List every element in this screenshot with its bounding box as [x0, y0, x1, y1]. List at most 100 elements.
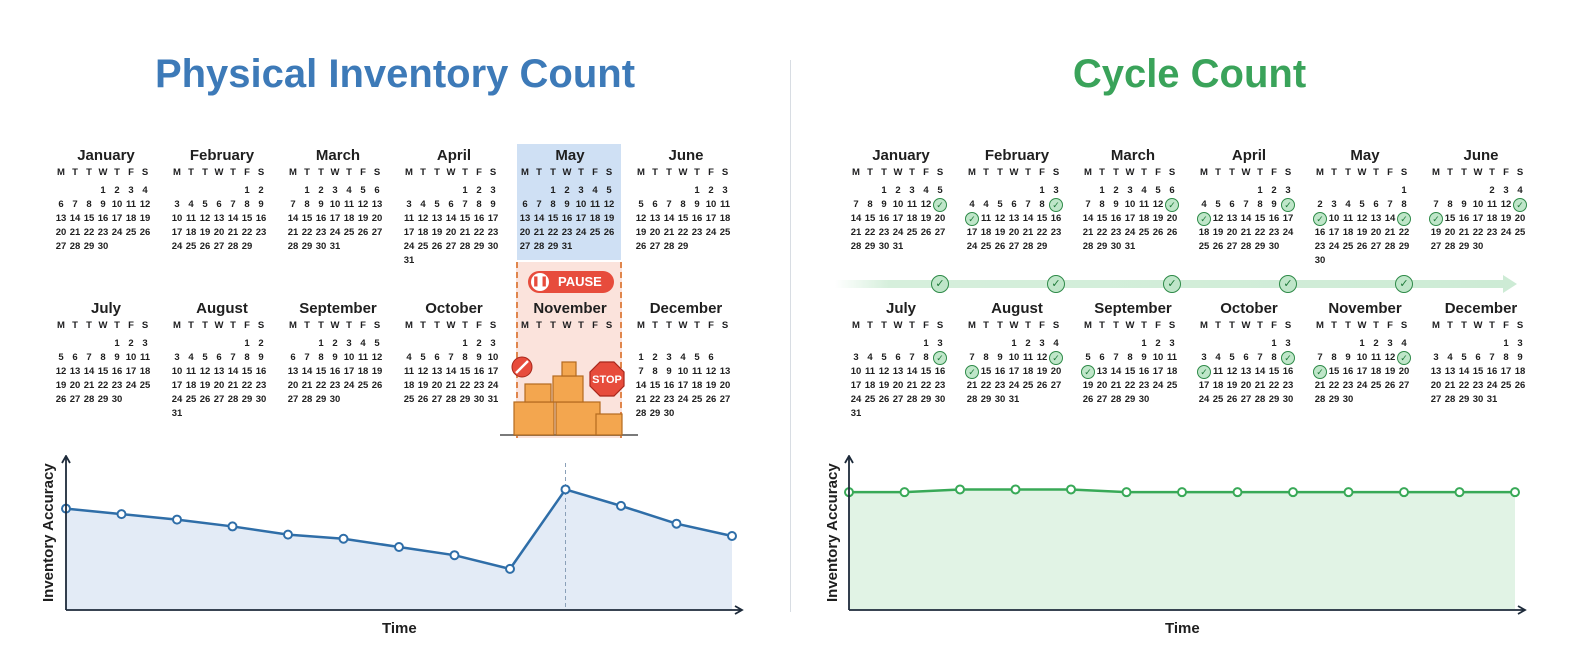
day-cell: 10 [1008, 352, 1020, 363]
day-cell: 11 [139, 352, 151, 363]
weekday-label: S [141, 167, 149, 178]
day-cell: 12 [357, 199, 369, 210]
weekday-label: W [1009, 320, 1019, 331]
day-cell: 7 [1025, 199, 1031, 210]
day-cell [286, 184, 300, 198]
day-cell: 28 [301, 394, 313, 405]
day-cell [1397, 254, 1411, 268]
day-cell: 22 [1472, 227, 1484, 238]
day-cell: 24 [1008, 380, 1020, 391]
day-cell: 13 [892, 366, 904, 377]
day-cell: 30 [315, 241, 327, 252]
day-cell: 10 [111, 199, 123, 210]
day-cell: 27 [1370, 241, 1382, 252]
day-cell: 4 [1517, 185, 1523, 196]
day-cell: 21 [445, 380, 457, 391]
day-cell: 22 [1096, 227, 1108, 238]
count-check-icon: ✓ [1313, 365, 1327, 379]
weekday-label: T [1257, 320, 1263, 331]
day-cell: 30 [663, 408, 675, 419]
week-row: 13 14 15 16 17 18 19 [286, 365, 390, 379]
weekday-label: W [214, 167, 224, 178]
day-cell [574, 240, 588, 254]
day-cell: 12 [417, 366, 429, 377]
cycle-month-january: JanuaryMTTWTFS12345789101112✓14151617181… [849, 146, 953, 254]
day-cell: 8 [304, 199, 310, 210]
day-cell [1239, 337, 1253, 351]
day-cell: 4 [142, 185, 148, 196]
day-cell: 7 [1257, 352, 1263, 363]
day-cell [402, 337, 416, 351]
day-cell: 25 [1342, 241, 1354, 252]
day-cell: 25 [864, 394, 876, 405]
day-cell: 9 [1517, 352, 1523, 363]
day-cell: 22 [1458, 380, 1470, 391]
day-cell [1443, 337, 1457, 351]
weekday-label: W [98, 167, 108, 178]
day-cell [560, 337, 574, 351]
day-cell: 4 [1201, 199, 1207, 210]
day-cell: 9 [490, 199, 496, 210]
day-cell: 20 [719, 380, 731, 391]
count-check-icon: ✓ [1197, 365, 1211, 379]
day-cell: 10 [1124, 199, 1136, 210]
day-cell [82, 337, 96, 351]
day-cell [416, 184, 430, 198]
day-cell: 13 [55, 213, 67, 224]
day-cell: 20 [213, 380, 225, 391]
week-row: 19 20 21 22 23 24 25 [1081, 379, 1185, 393]
day-cell: 4 [406, 352, 412, 363]
physical-accuracy-chart [61, 455, 744, 615]
day-cell [1253, 337, 1267, 351]
weekday-label: W [1357, 167, 1367, 178]
day-cell: 1 [1359, 338, 1365, 349]
day-cell [532, 184, 546, 198]
weekday-label: W [893, 320, 903, 331]
week-row: 11 12 13 14 15 16 17 [402, 212, 506, 226]
weekday-label: T [1099, 167, 1105, 178]
day-cell: 24 [171, 394, 183, 405]
week-row: 11 12 13 14 15 16 17 [402, 365, 506, 379]
day-cell: 30 [878, 241, 890, 252]
day-cell: 12 [1212, 213, 1224, 224]
day-cell: 3 [1331, 199, 1337, 210]
weekday-label: W [214, 320, 224, 331]
weekday-label: T [536, 167, 542, 178]
day-cell: 17 [1328, 227, 1340, 238]
weekday-label: T [867, 167, 873, 178]
day-cell: 3 [332, 185, 338, 196]
day-cell: 23 [1110, 227, 1122, 238]
day-cell: 19 [417, 380, 429, 391]
day-cell: 6 [58, 199, 64, 210]
day-cell: 11 [343, 199, 355, 210]
month-name: November [1328, 300, 1402, 317]
day-cell: 14 [1384, 213, 1396, 224]
week-row: 20 21 22 23 24 25 26 [286, 379, 390, 393]
day-cell: 16 [111, 366, 123, 377]
day-cell: 22 [649, 394, 661, 405]
week-row: 24 25 26 27 28 29 30 [1197, 393, 1301, 407]
day-cell: 8 [550, 199, 556, 210]
day-cell: 15 [459, 213, 471, 224]
day-cell: 23 [315, 227, 327, 238]
day-cell: 2 [128, 338, 134, 349]
day-cell [662, 184, 676, 198]
day-cell: 5 [997, 199, 1003, 210]
day-cell: 28 [227, 394, 239, 405]
day-cell: 7 [304, 352, 310, 363]
day-cell: 15 [83, 213, 95, 224]
day-cell: 9 [258, 199, 264, 210]
cycle-month-october: OctoberMTTWTFS13345678✓✓1112131415161718… [1197, 299, 1301, 407]
day-cell: 18 [1342, 227, 1354, 238]
day-cell: 26 [1166, 227, 1178, 238]
week-row: 27 28 29 30 [1429, 240, 1533, 254]
day-cell: 21 [1110, 380, 1122, 391]
